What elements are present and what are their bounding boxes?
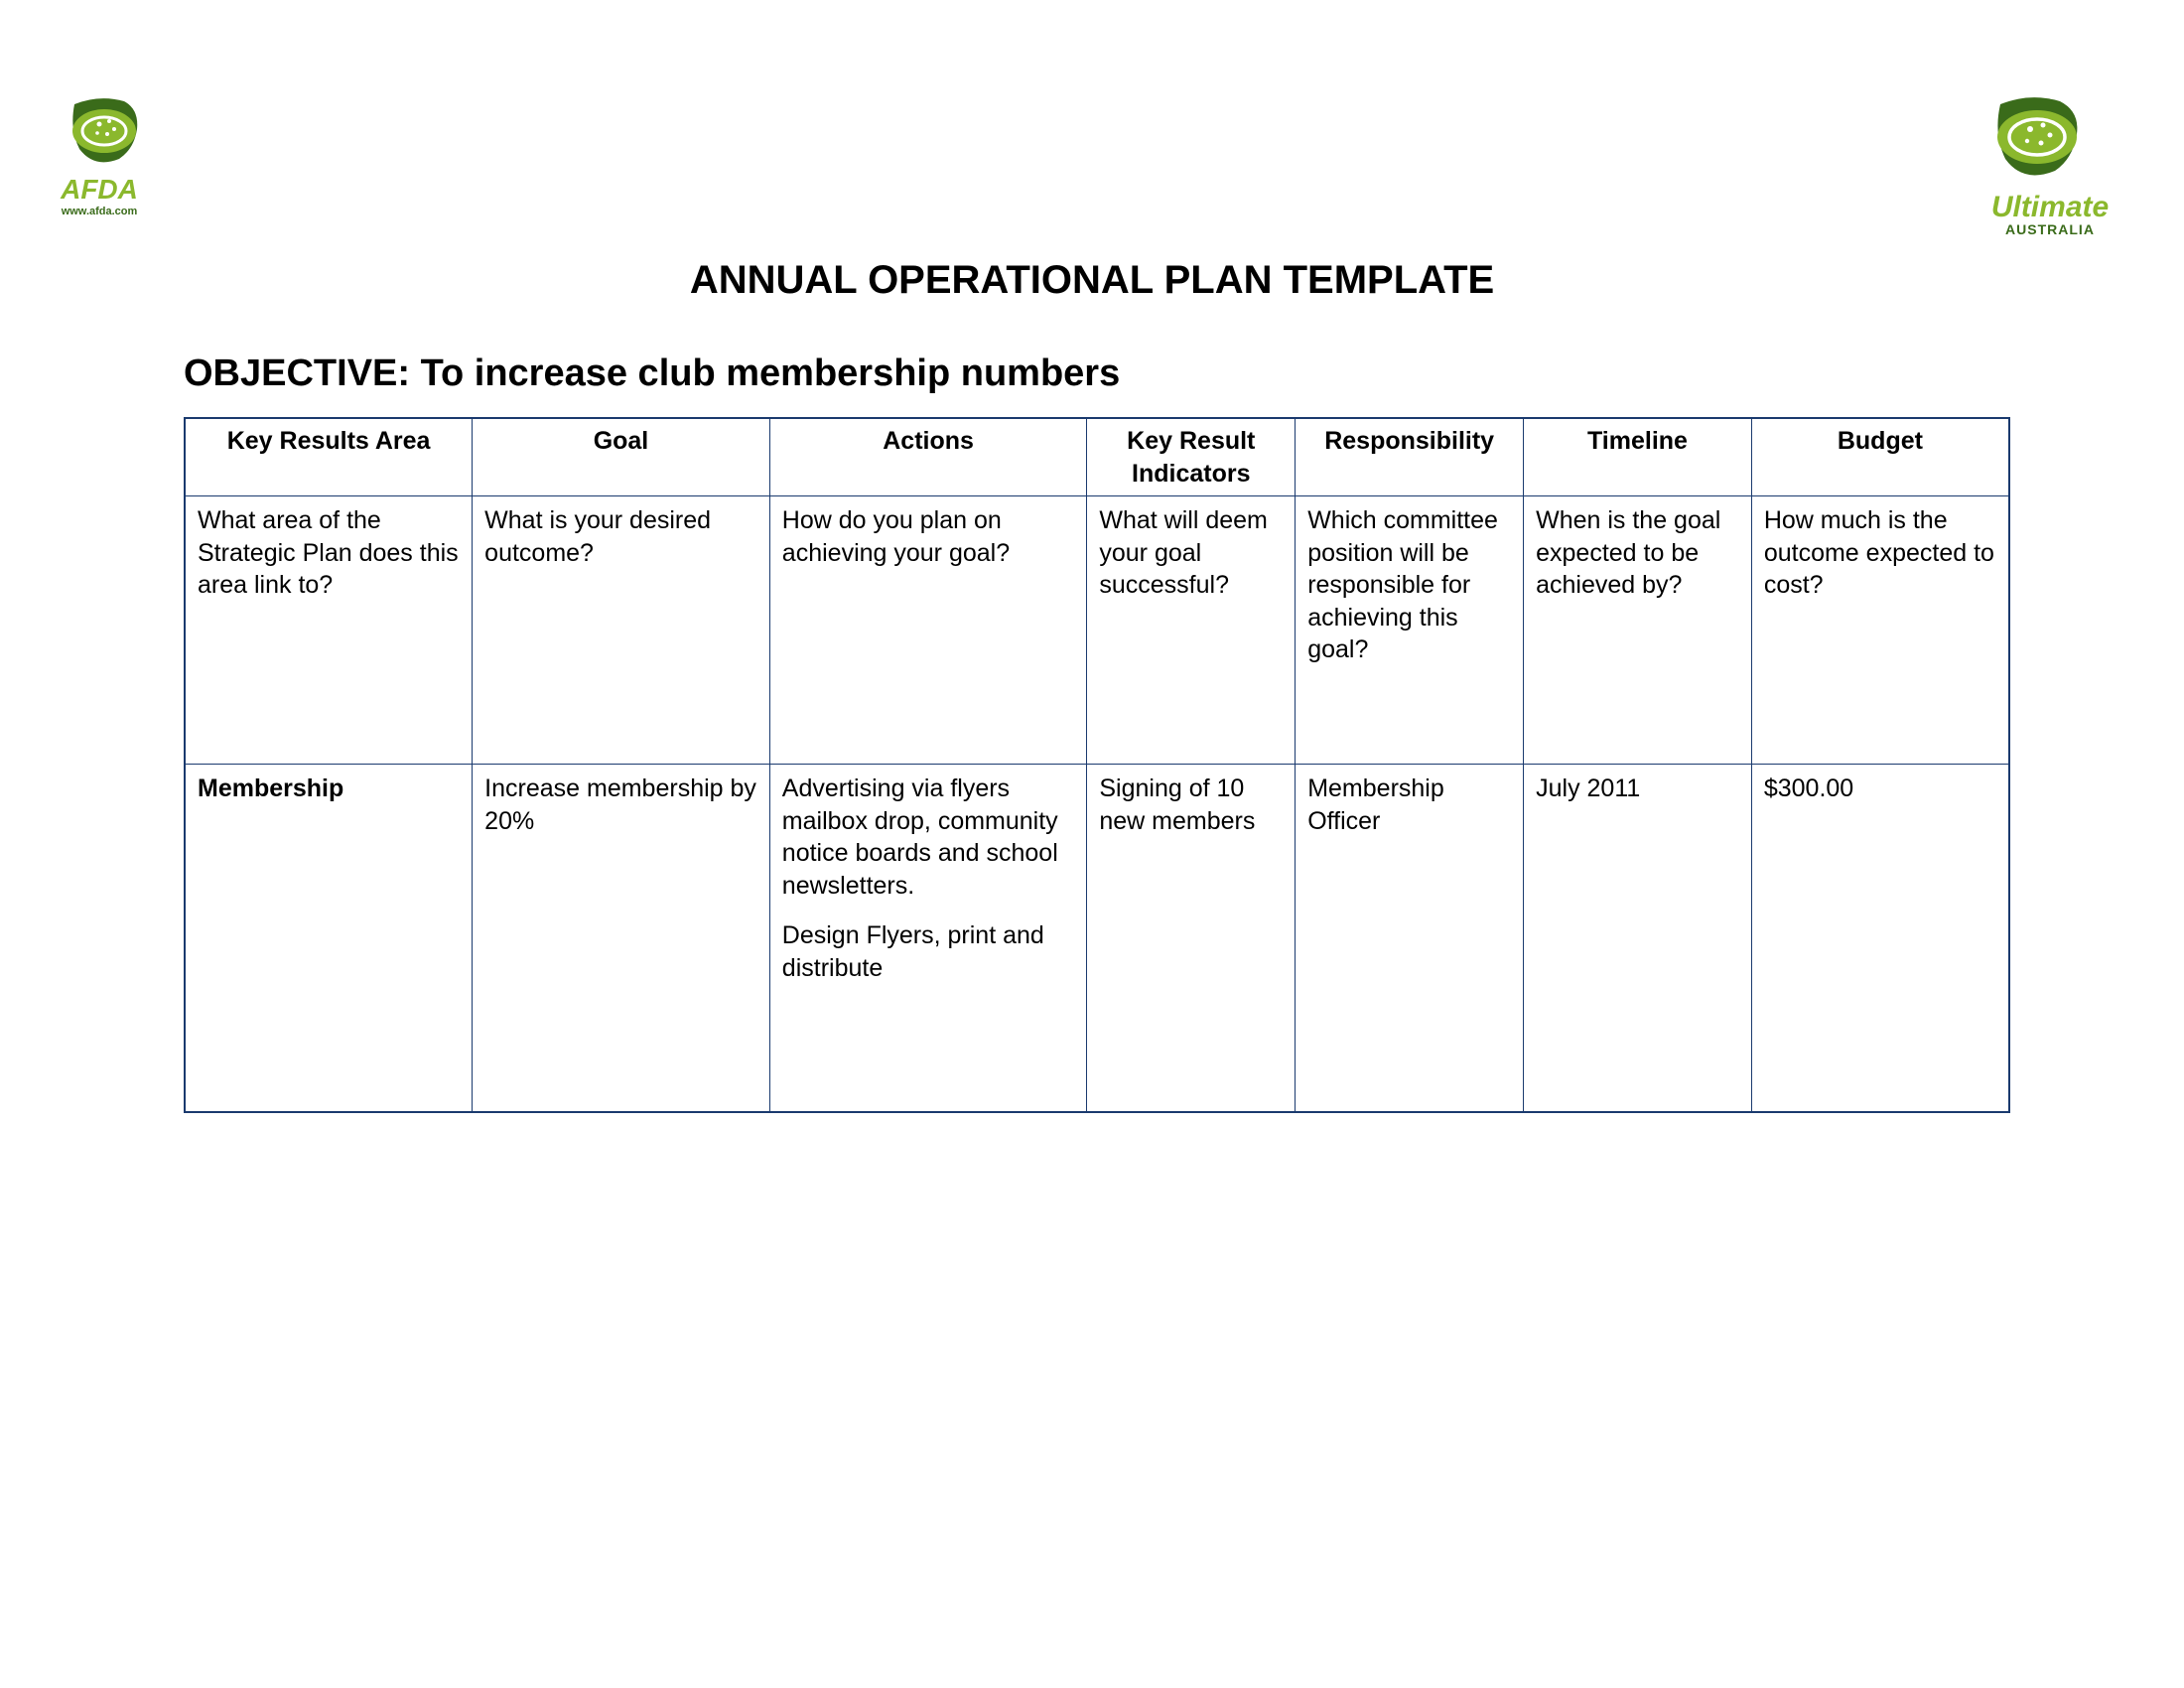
ultimate-text: Ultimate (1991, 191, 2109, 223)
data-budget: $300.00 (1751, 765, 2009, 1112)
desc-budget: How much is the outcome expected to cost… (1751, 496, 2009, 765)
ultimate-tagline: AUSTRALIA (2005, 221, 2095, 237)
data-actions-para1: Advertising via flyers mailbox drop, com… (782, 774, 1058, 900)
desc-kra: What area of the Strategic Plan does thi… (185, 496, 473, 765)
data-goal: Increase membership by 20% (473, 765, 770, 1112)
data-actions: Advertising via flyers mailbox drop, com… (769, 765, 1087, 1112)
header-budget: Budget (1751, 418, 2009, 496)
table-description-row: What area of the Strategic Plan does thi… (185, 496, 2009, 765)
objective-text: To increase club membership numbers (421, 352, 1121, 394)
header-key-result-indicators: Key Result Indicators (1087, 418, 1296, 496)
desc-actions: How do you plan on achieving your goal? (769, 496, 1087, 765)
table-header-row: Key Results Area Goal Actions Key Result… (185, 418, 2009, 496)
header-responsibility: Responsibility (1296, 418, 1524, 496)
desc-goal: What is your desired outcome? (473, 496, 770, 765)
data-kri: Signing of 10 new members (1087, 765, 1296, 1112)
table-data-row: Membership Increase membership by 20% Ad… (185, 765, 2009, 1112)
desc-resp: Which committee position will be respons… (1296, 496, 1524, 765)
header-key-results-area: Key Results Area (185, 418, 473, 496)
desc-kri: What will deem your goal successful? (1087, 496, 1296, 765)
header-goal: Goal (473, 418, 770, 496)
operational-plan-table: Key Results Area Goal Actions Key Result… (184, 417, 2010, 1113)
afda-tagline: www.afda.com (61, 206, 138, 217)
afda-logo: AFDA www.afda.com (50, 89, 189, 228)
afda-text: AFDA (60, 174, 138, 205)
data-resp: Membership Officer (1296, 765, 1524, 1112)
ultimate-logo: Ultimate AUSTRALIA (1966, 89, 2134, 248)
desc-time: When is the goal expected to be achieved… (1524, 496, 1752, 765)
data-time: July 2011 (1524, 765, 1752, 1112)
data-actions-para2: Design Flyers, print and distribute (782, 919, 1075, 984)
afda-logo-svg: AFDA www.afda.com (50, 89, 189, 228)
page-title: ANNUAL OPERATIONAL PLAN TEMPLATE (50, 258, 2134, 303)
ultimate-logo-svg: Ultimate AUSTRALIA (1966, 89, 2134, 248)
objective-label: OBJECTIVE: (184, 352, 410, 394)
document-page: AFDA www.afda.com Ultimate AUSTRALIA ANN… (0, 0, 2184, 1163)
objective-heading: OBJECTIVE: To increase club membership n… (184, 352, 2134, 395)
data-kra: Membership (185, 765, 473, 1112)
header-actions: Actions (769, 418, 1087, 496)
header-timeline: Timeline (1524, 418, 1752, 496)
